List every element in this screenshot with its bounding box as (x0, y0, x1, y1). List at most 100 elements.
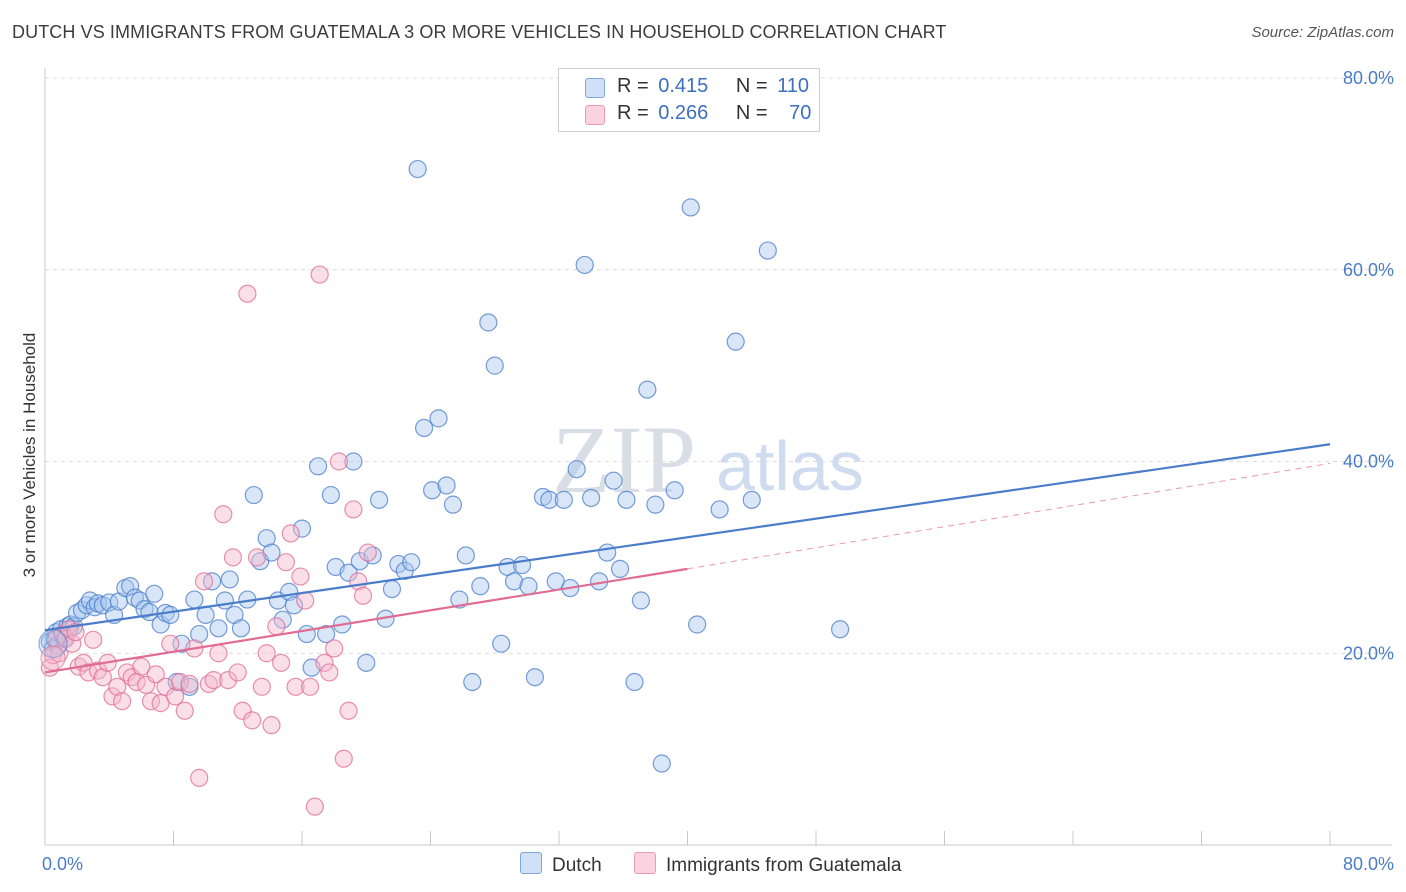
guatemala-point (166, 687, 185, 706)
legend-item-dutch[interactable]: Dutch (520, 852, 602, 877)
dutch-point (262, 543, 281, 562)
legend-swatch-guatemala (634, 852, 656, 874)
guatemala-point (300, 677, 320, 696)
source-label: Source: ZipAtlas.com (1251, 24, 1394, 41)
dutch-point (220, 570, 239, 589)
dutch-point (519, 577, 538, 596)
dutch-point (631, 591, 651, 610)
dutch-point (512, 555, 532, 575)
dutch-point (316, 624, 336, 644)
guatemala-point (66, 623, 85, 642)
dutch-point (598, 543, 617, 562)
dutch-point (610, 559, 630, 578)
watermark-atlas: atlas (716, 427, 864, 505)
x-tick-label-max: 80.0% (1343, 854, 1394, 874)
n-label: N = (735, 75, 768, 97)
guatemala-point (329, 452, 349, 471)
guatemala-point (315, 653, 334, 672)
dutch-point (357, 653, 376, 672)
dutch-point (617, 490, 636, 509)
guatemala-point (63, 634, 82, 653)
guatemala-point (103, 687, 122, 706)
guatemala-point (310, 265, 329, 284)
dutch-point (652, 754, 671, 773)
dutch-point (681, 198, 700, 217)
stats-legend-box: R = 0.415 N = 110 R = 0.266 N = 70 (558, 68, 820, 132)
legend-label-dutch: Dutch (552, 855, 602, 876)
dutch-point (231, 619, 251, 638)
guatemala-point (112, 692, 132, 711)
r-label: R = (617, 75, 649, 97)
guatemala-point (214, 505, 233, 524)
dutch-point (209, 619, 228, 638)
dutch-point (554, 490, 573, 509)
dutch-point (429, 409, 448, 428)
dutch-point (145, 584, 164, 603)
dutch-point (308, 457, 328, 476)
dutch-point (443, 495, 463, 514)
dutch-point (68, 603, 87, 623)
guatemala-point (233, 701, 252, 720)
dutch-point (688, 615, 707, 634)
dutch-point (185, 590, 204, 609)
dutch-point (363, 546, 382, 565)
y-tick-label: 80.0% (1343, 68, 1394, 88)
legend-swatch-dutch (520, 852, 542, 874)
guatemala-point (243, 711, 262, 730)
dutch-point (423, 481, 442, 500)
dutch-point (540, 490, 559, 509)
dutch-point (479, 313, 498, 332)
x-tick-label-min: 0.0% (42, 854, 83, 874)
guatemala-point (93, 668, 112, 687)
dutch-point (257, 529, 276, 548)
dutch-point (582, 488, 601, 508)
legend-item-guatemala[interactable]: Immigrants from Guatemala (634, 852, 901, 877)
dutch-point (525, 668, 545, 687)
y-tick-label: 20.0% (1343, 643, 1394, 663)
data-points (38, 159, 850, 816)
dutch-point (504, 572, 524, 591)
dutch-point (344, 452, 363, 471)
dutch-point (485, 356, 504, 375)
r-label: R = (617, 102, 649, 124)
dutch-point (710, 500, 729, 519)
y-tick-label: 40.0% (1343, 452, 1394, 472)
dutch-point (284, 596, 304, 615)
guatemala-point (262, 716, 281, 735)
dutch-point (414, 418, 434, 438)
y-axis-label: 3 or more Vehicles in Household (20, 333, 39, 578)
dutch-point (161, 605, 180, 625)
dutch-point (408, 159, 427, 179)
guatemala-point (291, 567, 310, 586)
dutch-point (575, 255, 594, 275)
guatemala-point (276, 553, 296, 572)
guatemala-trend-line (44, 567, 688, 674)
dutch-point (665, 481, 684, 500)
axes (44, 68, 1392, 846)
watermark-zip: ZIP (552, 406, 696, 513)
dutch-point (273, 610, 292, 629)
dutch-point (463, 672, 482, 692)
dutch-point (604, 471, 623, 490)
guatemala-swatch (585, 105, 605, 125)
n-value: 70 (789, 102, 812, 124)
guatemala-point (334, 749, 353, 768)
dutch-point (321, 485, 341, 505)
dutch-point (758, 241, 777, 260)
guatemala-point (156, 677, 175, 696)
guatemala-point (320, 663, 339, 682)
dutch-point (638, 380, 657, 399)
guatemala-point (286, 677, 305, 696)
dutch-point (492, 634, 511, 653)
dutch-point (456, 546, 475, 565)
guatemala-point (209, 644, 228, 663)
guatemala-point (281, 524, 300, 543)
guatemala-point (190, 768, 209, 787)
dutch-point (726, 332, 745, 351)
dutch-point (646, 495, 665, 514)
dutch-point (135, 600, 154, 619)
dutch-point (567, 460, 586, 479)
tick-labels: 20.0% 40.0% 60.0% 80.0% 0.0% 80.0% (42, 68, 1394, 874)
guatemala-point (223, 548, 243, 567)
